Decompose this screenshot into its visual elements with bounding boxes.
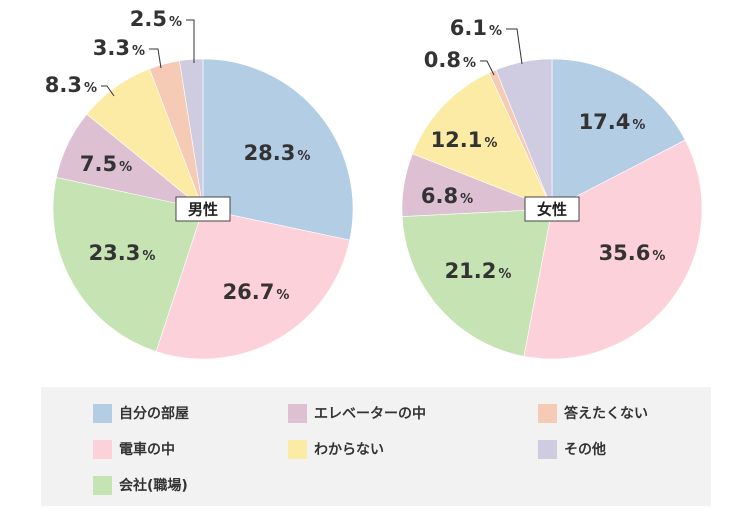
legend-item-own-room: 自分の部屋 [93, 402, 189, 424]
data-label-female-other: 6.1% [450, 16, 502, 40]
legend: 自分の部屋 電車の中 会社(職場) エレベーターの中 わからない 答えたくない … [41, 387, 711, 506]
pie-slice-female-own-room [551, 58, 686, 210]
legend-label-other: その他 [564, 442, 606, 458]
center-label-box-female [524, 196, 580, 222]
pie-slice-male-train [155, 208, 351, 360]
center-label-male: 男性 [188, 201, 218, 219]
legend-item-elevator: エレベーターの中 [288, 402, 426, 424]
legend-label-train: 電車の中 [119, 442, 175, 458]
legend-label-elevator: エレベーターの中 [314, 406, 426, 422]
legend-swatch-other [538, 439, 557, 459]
pie-slice-female-office [401, 208, 553, 357]
pie-chart-female: 17.4 % 35.6 % 21.2 % 6.8 % 12.1 % 0.8 % 6.1 % 女性 [401, 16, 703, 360]
legend-swatch-office [93, 475, 112, 495]
data-label-male-elevator: 7.5% [80, 152, 132, 176]
legend-swatch-elevator [288, 403, 307, 423]
pie-slice-female-unknown [412, 72, 553, 210]
data-label-male-train: 26.7% [223, 280, 290, 304]
data-label-male-office: 23.3% [89, 241, 156, 265]
legend-label-no-answer: 答えたくない [564, 406, 648, 422]
pie-slice-male-own-room [202, 58, 354, 241]
leader-line-male-unknown [101, 85, 115, 97]
legend-item-other: その他 [538, 438, 606, 460]
legend-swatch-no-answer [538, 403, 557, 423]
legend-swatch-unknown [288, 439, 307, 459]
legend-item-no-answer: 答えたくない [538, 402, 648, 424]
pie-slice-female-other [495, 58, 553, 210]
data-label-male-no-answer: 3.3% [93, 36, 145, 60]
leader-line-female-no-answer [480, 60, 495, 76]
data-label-male-other: 2.5% [130, 7, 182, 31]
data-label-female-unknown: 12.1% [431, 128, 498, 152]
data-label-female-elevator: 6.8% [421, 184, 473, 208]
leader-line-female-other [506, 28, 523, 65]
legend-label-own-room: 自分の部屋 [119, 406, 189, 422]
data-label-female-office: 21.2% [445, 259, 512, 283]
data-label-female-own-room: 17.4% [579, 110, 646, 134]
leader-line-male-no-answer [149, 48, 162, 69]
pie-charts: 28.3 % 26.7 % 23.3 % 7.5 % 8.3 % 3.3 % 2.5 % 男性 17.4 % 3… [45, 7, 703, 360]
pie-slice-male-office [52, 177, 204, 352]
legend-item-office: 会社(職場) [93, 474, 188, 496]
pie-slice-female-train [523, 139, 703, 360]
data-label-female-no-answer: 0.8% [424, 48, 476, 72]
center-label-box-male [175, 196, 231, 222]
pie-slice-male-other [179, 58, 204, 210]
pie-chart-male: 28.3 % 26.7 % 23.3 % 7.5 % 8.3 % 3.3 % 2.5 % 男性 [45, 7, 354, 360]
legend-swatch-own-room [93, 403, 112, 423]
data-label-male-unknown: 8.3% [45, 73, 97, 97]
legend-label-office: 会社(職場) [119, 478, 188, 494]
legend-swatch-train [93, 439, 112, 459]
legend-label-unknown: わからない [314, 442, 384, 458]
legend-item-train: 電車の中 [93, 438, 175, 460]
data-label-male-own-room: 28.3% [244, 141, 311, 165]
leader-line-male-other [186, 19, 195, 63]
center-label-female: 女性 [537, 201, 567, 219]
data-label-female-train: 35.6% [599, 241, 666, 265]
legend-item-unknown: わからない [288, 438, 384, 460]
